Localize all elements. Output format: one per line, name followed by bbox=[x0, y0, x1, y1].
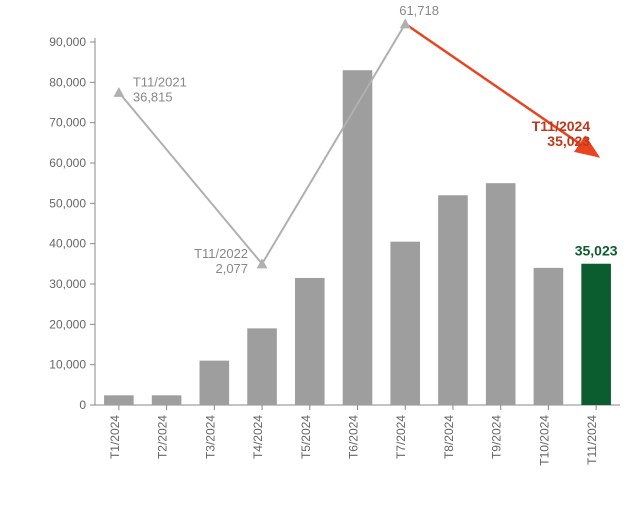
trend-marker bbox=[400, 18, 411, 28]
bar bbox=[104, 395, 134, 405]
y-tick-label: 40,000 bbox=[49, 237, 86, 251]
x-tick-label: T11/2024 bbox=[585, 415, 599, 465]
bar bbox=[390, 242, 420, 405]
highlight-value-label: 35,023 bbox=[575, 243, 618, 259]
bar bbox=[534, 268, 564, 405]
bar bbox=[581, 264, 611, 405]
trend-label-bottom: 36,815 bbox=[133, 89, 173, 104]
bar bbox=[438, 195, 468, 405]
x-tick-label: T2/2024 bbox=[156, 415, 170, 459]
y-tick-label: 10,000 bbox=[49, 358, 86, 372]
x-tick-label: T7/2024 bbox=[394, 415, 408, 459]
trend-marker bbox=[113, 87, 124, 97]
x-tick-label: T8/2024 bbox=[442, 415, 456, 459]
trend-label-top: T11/2022 bbox=[194, 246, 248, 261]
trend-label-top: T11/2021 bbox=[133, 74, 187, 89]
y-tick-label: 90,000 bbox=[49, 35, 86, 49]
trend-label-bottom: 2,077 bbox=[215, 261, 248, 276]
y-tick-label: 60,000 bbox=[49, 156, 86, 170]
bar bbox=[295, 278, 325, 405]
bar bbox=[486, 183, 516, 405]
bar bbox=[247, 328, 277, 405]
x-tick-label: T9/2024 bbox=[490, 415, 504, 459]
x-tick-label: T3/2024 bbox=[203, 415, 217, 459]
trend-label-bottom: 35,023 bbox=[547, 133, 590, 149]
bar bbox=[152, 395, 182, 405]
y-tick-label: 50,000 bbox=[49, 196, 86, 210]
monthly-bar-chart: 0 10,000 20,000 30,000 40,000 50,000 60,000 70,… bbox=[0, 0, 639, 507]
y-tick-label: 80,000 bbox=[49, 75, 86, 89]
x-tick-label: T1/2024 bbox=[108, 415, 122, 459]
y-tick-label: 20,000 bbox=[49, 317, 86, 331]
y-tick-label: 70,000 bbox=[49, 116, 86, 130]
y-tick-label: 30,000 bbox=[49, 277, 86, 291]
x-tick-label: T5/2024 bbox=[299, 415, 313, 459]
x-tick-label: T10/2024 bbox=[537, 415, 551, 466]
trend-label-top: T11/2024 bbox=[532, 118, 591, 134]
trend-label-bottom: 61,718 bbox=[399, 3, 439, 18]
x-tick-label: T6/2024 bbox=[347, 415, 361, 459]
x-tick-label: T4/2024 bbox=[251, 415, 265, 459]
y-tick-label: 0 bbox=[79, 398, 86, 412]
trend-segment bbox=[262, 24, 405, 264]
bar bbox=[200, 361, 230, 405]
trend-segment bbox=[119, 92, 262, 263]
